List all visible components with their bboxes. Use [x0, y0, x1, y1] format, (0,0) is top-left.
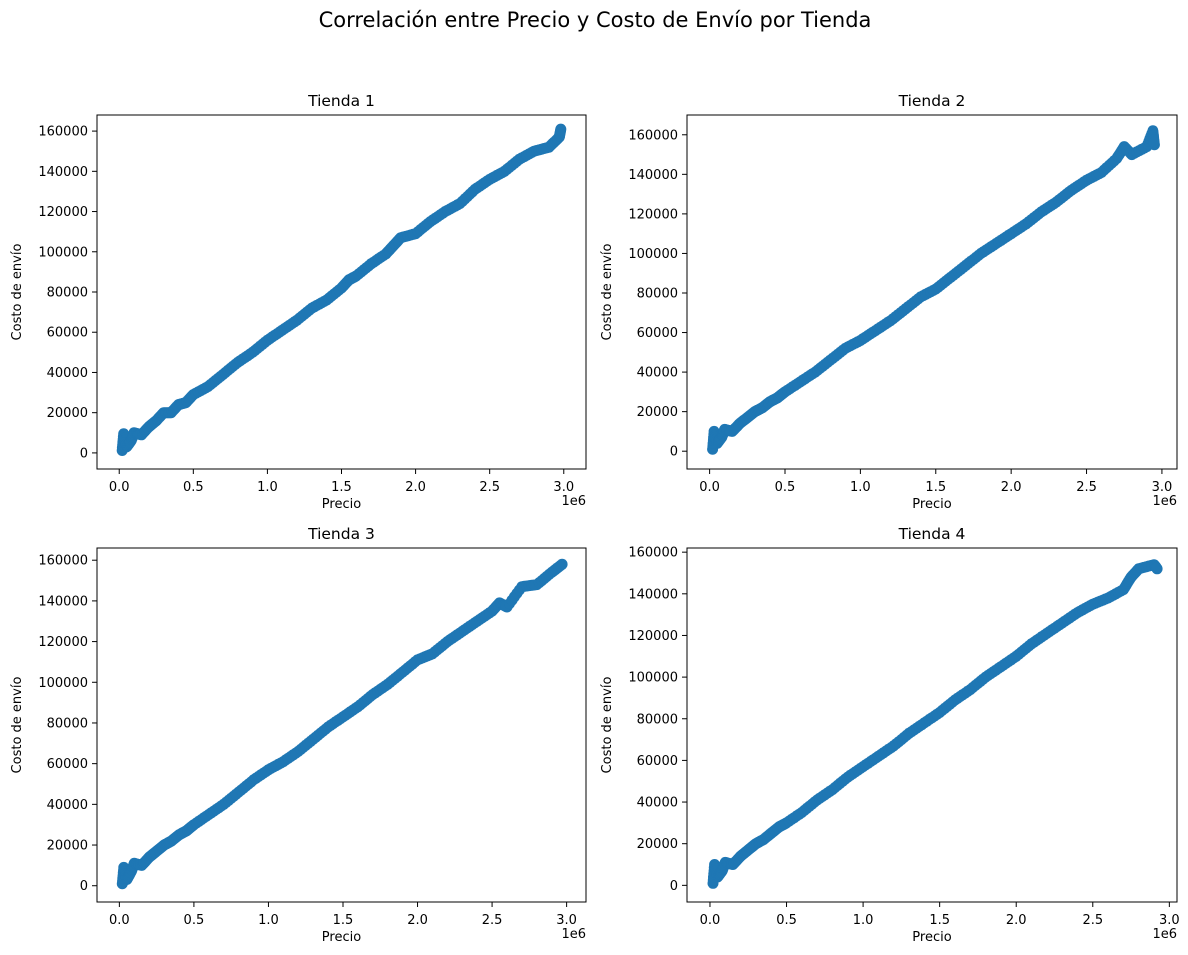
x-tick-label: 0.5 [776, 913, 797, 928]
scatter-points [116, 558, 568, 890]
y-tick-label: 140000 [628, 168, 678, 183]
x-tick-label: 1.5 [331, 480, 352, 495]
x-tick-label: 3.0 [1152, 480, 1173, 495]
y-tick-label: 20000 [637, 837, 678, 852]
y-tick-label: 40000 [47, 798, 88, 813]
y-tick-label: 60000 [637, 754, 678, 769]
y-tick-label: 140000 [38, 165, 88, 180]
y-tick-label: 100000 [628, 247, 678, 262]
data-point [554, 560, 566, 572]
y-tick-label: 100000 [628, 671, 678, 686]
subplot-title: Tienda 4 [898, 525, 966, 543]
y-tick-label: 20000 [47, 839, 88, 854]
axes-frame [686, 114, 1178, 470]
y-tick-label: 100000 [38, 676, 88, 691]
y-tick-label: 80000 [47, 716, 88, 731]
x-offset-label: 1e6 [1152, 494, 1177, 509]
x-tick-label: 0.0 [109, 913, 130, 928]
x-tick-label: 0.0 [109, 480, 130, 495]
subplot-title: Tienda 1 [307, 92, 375, 110]
subplot-title: Tienda 2 [898, 92, 966, 110]
subplot-3: 0.0 0.5 1.0 1.5 2.0 2.5 3.0 0 20000 40000 60000 800… [10, 525, 587, 945]
y-tick-label: 80000 [637, 712, 678, 727]
y-tick-label: 60000 [637, 326, 678, 341]
y-tick-label: 20000 [637, 405, 678, 420]
x-tick-label: 0.0 [700, 913, 721, 928]
scatter-points [707, 559, 1163, 889]
x-tick-label: 0.5 [183, 480, 204, 495]
x-tick-label: 3.0 [1159, 913, 1180, 928]
y-tick-label: 80000 [637, 286, 678, 301]
y-axis-label: Costo de envío [10, 677, 25, 774]
x-offset-label: 1e6 [561, 494, 586, 509]
scatter-points [707, 125, 1160, 455]
y-tick-label: 40000 [47, 366, 88, 381]
x-axis-label: Precio [912, 930, 951, 945]
y-tick-label: 60000 [47, 326, 88, 341]
y-tick-label: 60000 [47, 757, 88, 772]
x-tick-label: 2.0 [407, 913, 428, 928]
y-tick-label: 0 [670, 445, 678, 460]
x-tick-label: 1.0 [258, 913, 279, 928]
y-tick-label: 0 [80, 879, 88, 894]
y-tick-label: 160000 [38, 125, 88, 140]
x-tick-label: 3.0 [556, 913, 577, 928]
x-tick-label: 2.5 [1076, 480, 1097, 495]
y-axis-label: Costo de envío [10, 244, 25, 341]
y-tick-label: 120000 [628, 207, 678, 222]
subplot-4: 0.0 0.5 1.0 1.5 2.0 2.5 3.0 0 20000 40000 60000 800… [600, 525, 1180, 945]
y-tick-label: 160000 [628, 546, 678, 561]
y-tick-label: 40000 [637, 366, 678, 381]
x-offset-label: 1e6 [1152, 927, 1177, 942]
x-tick-label: 0.0 [699, 480, 720, 495]
figure-suptitle: Correlación entre Precio y Costo de Enví… [319, 8, 872, 32]
x-tick-label: 1.0 [257, 480, 278, 495]
axes-frame [686, 547, 1178, 903]
data-point [555, 124, 567, 136]
y-tick-label: 140000 [38, 594, 88, 609]
y-tick-label: 100000 [38, 245, 88, 260]
x-tick-label: 2.5 [479, 480, 500, 495]
x-tick-label: 1.5 [929, 913, 950, 928]
x-tick-label: 2.0 [405, 480, 426, 495]
x-axis-label: Precio [322, 497, 361, 512]
x-tick-label: 1.5 [333, 913, 354, 928]
subplot-2: 0.0 0.5 1.0 1.5 2.0 2.5 3.0 0 20000 40000 60000 800… [600, 92, 1178, 512]
x-tick-label: 1.0 [850, 480, 871, 495]
y-tick-label: 120000 [38, 205, 88, 220]
x-tick-label: 2.5 [482, 913, 503, 928]
subplots-group: 0.0 0.5 1.0 1.5 2.0 2.5 3.0 0 20000 40000 60000 800… [10, 92, 1180, 945]
x-axis-label: Precio [322, 930, 361, 945]
data-point [1148, 136, 1160, 148]
y-tick-label: 20000 [47, 406, 88, 421]
x-axis-label: Precio [912, 497, 951, 512]
subplot-1: 0.0 0.5 1.0 1.5 2.0 2.5 3.0 0 20000 40000 60000 800… [10, 92, 587, 512]
y-tick-label: 40000 [637, 796, 678, 811]
x-tick-label: 2.0 [1001, 480, 1022, 495]
y-tick-label: 120000 [628, 629, 678, 644]
x-tick-label: 2.5 [1082, 913, 1103, 928]
scatter-points [116, 123, 567, 456]
x-tick-label: 2.0 [1006, 913, 1027, 928]
x-tick-label: 0.5 [184, 913, 205, 928]
y-tick-label: 0 [670, 879, 678, 894]
axes-frame [96, 547, 587, 903]
y-tick-label: 80000 [47, 286, 88, 301]
y-tick-label: 160000 [38, 554, 88, 569]
x-tick-label: 0.5 [775, 480, 796, 495]
subplot-title: Tienda 3 [307, 525, 375, 543]
x-tick-label: 1.0 [853, 913, 874, 928]
data-point [1151, 562, 1163, 574]
y-tick-label: 140000 [628, 587, 678, 602]
y-axis-label: Costo de envío [600, 677, 615, 774]
x-offset-label: 1e6 [561, 927, 586, 942]
y-tick-label: 120000 [38, 635, 88, 650]
y-tick-label: 160000 [628, 128, 678, 143]
y-tick-label: 0 [80, 446, 88, 461]
y-axis-label: Costo de envío [600, 244, 615, 341]
x-tick-label: 1.5 [925, 480, 946, 495]
x-tick-label: 3.0 [553, 480, 574, 495]
